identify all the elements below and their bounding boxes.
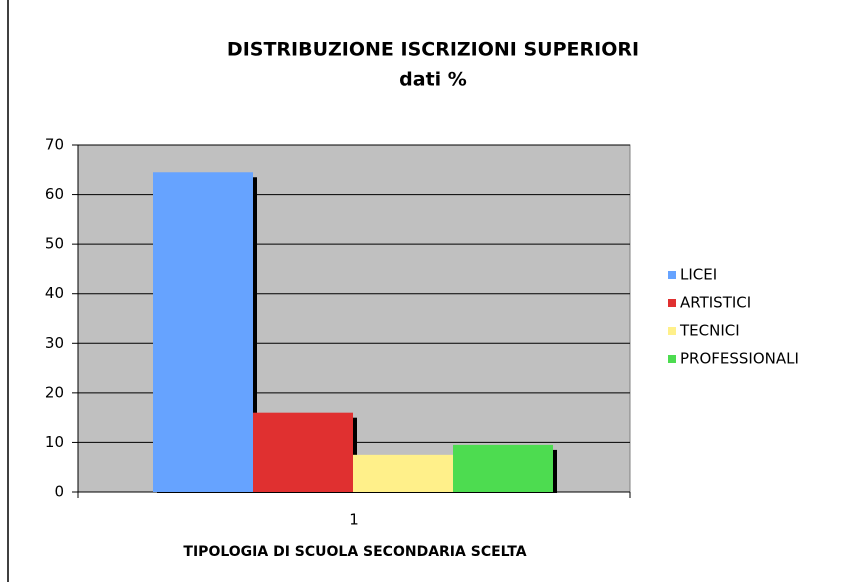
bar bbox=[453, 444, 553, 492]
chart-title: DISTRIBUZIONE ISCRIZIONI SUPERIORI bbox=[227, 39, 639, 61]
legend-label: PROFESSIONALI bbox=[680, 350, 799, 368]
bar bbox=[353, 454, 453, 492]
y-tick-label: 10 bbox=[45, 433, 64, 451]
y-tick-label: 40 bbox=[45, 284, 64, 302]
legend-swatch bbox=[668, 355, 676, 363]
legend-label: LICEI bbox=[680, 266, 717, 284]
x-tick-label: 1 bbox=[349, 511, 359, 529]
legend-label: ARTISTICI bbox=[680, 294, 751, 312]
y-tick-label: 30 bbox=[45, 334, 64, 352]
legend-swatch bbox=[668, 327, 676, 335]
y-tick-label: 70 bbox=[45, 136, 64, 154]
chart-subtitle: dati % bbox=[399, 69, 467, 91]
y-tick-label: 20 bbox=[45, 383, 64, 401]
bar bbox=[153, 172, 253, 492]
bar bbox=[253, 412, 353, 492]
y-tick-label: 50 bbox=[45, 235, 64, 253]
x-axis-title: TIPOLOGIA DI SCUOLA SECONDARIA SCELTA bbox=[183, 544, 526, 560]
y-tick-label: 0 bbox=[54, 483, 64, 501]
y-tick-label: 60 bbox=[45, 185, 64, 203]
legend-label: TECNICI bbox=[679, 322, 740, 340]
legend-swatch bbox=[668, 299, 676, 307]
legend-swatch bbox=[668, 271, 676, 279]
